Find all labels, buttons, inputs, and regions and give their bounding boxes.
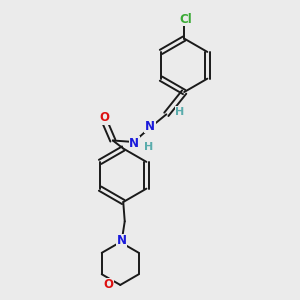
- Text: O: O: [103, 278, 113, 291]
- Text: O: O: [99, 111, 109, 124]
- Text: N: N: [145, 120, 155, 133]
- Text: H: H: [175, 107, 184, 117]
- Text: Cl: Cl: [179, 13, 192, 26]
- Text: N: N: [117, 234, 127, 247]
- Text: N: N: [129, 137, 139, 150]
- Text: H: H: [145, 142, 154, 152]
